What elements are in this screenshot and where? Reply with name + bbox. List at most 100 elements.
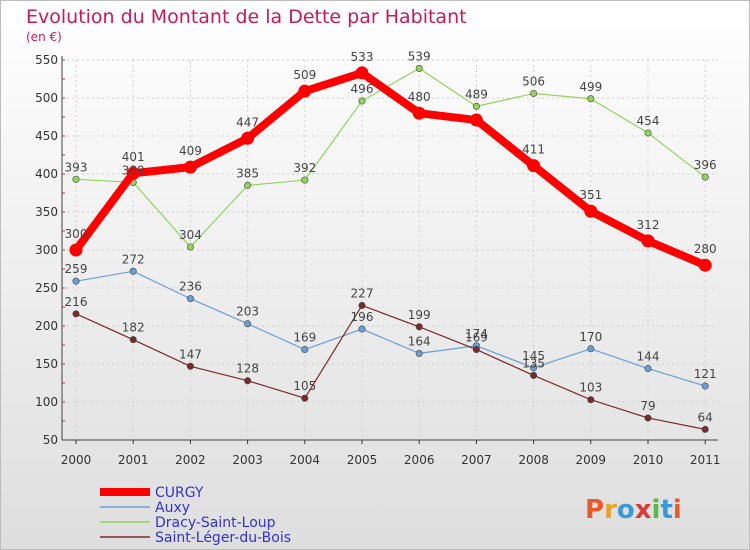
data-point [186,295,194,303]
data-point [358,97,366,105]
data-point [587,396,595,404]
data-label: 135 [522,356,545,370]
data-point [530,89,538,97]
series-dracy-saint-loup [72,64,709,251]
data-label: 227 [351,286,374,300]
y-tick-label: 250 [35,281,58,295]
logo-letter: r [604,495,617,525]
data-label: 300 [65,227,88,241]
data-label: 385 [236,166,259,180]
data-point [469,113,483,127]
data-point [415,349,423,357]
data-point [355,66,369,80]
y-tick-label: 200 [35,319,58,333]
data-label: 539 [408,49,431,63]
data-label: 236 [179,280,202,294]
data-label: 506 [522,74,545,88]
data-point [72,175,80,183]
data-point [72,277,80,285]
data-point [241,131,255,145]
data-point [244,181,252,189]
data-point [644,129,652,137]
y-tick-label: 300 [35,243,58,257]
chart-title: Evolution du Montant de la Dette par Hab… [26,6,467,28]
data-point [186,362,194,370]
data-point [472,102,480,110]
x-tick-label: 2005 [347,453,378,467]
data-point [698,258,712,272]
x-tick-label: 2003 [232,453,263,467]
data-point [472,346,480,354]
logo-letter: t [660,495,672,525]
data-label: 533 [351,50,374,64]
x-tick-label: 2008 [518,453,549,467]
data-label: 496 [351,82,374,96]
data-label: 105 [293,379,316,393]
data-label: 103 [579,381,602,395]
y-tick-label: 500 [35,91,58,105]
data-point [587,345,595,353]
data-label: 259 [65,262,88,276]
data-point [186,243,194,251]
x-tick-label: 2000 [61,453,92,467]
data-point [298,84,312,98]
data-label: 147 [179,347,202,361]
data-point [129,336,137,344]
y-tick-label: 450 [35,129,58,143]
x-tick-label: 2009 [576,453,607,467]
x-tick-label: 2010 [633,453,664,467]
data-label: 401 [122,150,145,164]
data-label: 447 [236,115,259,129]
legend-label: Saint-Léger-du-Bois [155,530,291,546]
data-point [701,382,709,390]
legend-label: Auxy [155,500,190,516]
data-point [701,425,709,433]
data-point [527,159,541,173]
data-label: 182 [122,321,145,335]
data-point [244,377,252,385]
data-label: 392 [293,161,316,175]
data-label: 170 [579,330,602,344]
x-tick-label: 2001 [118,453,149,467]
series-line [75,270,706,387]
data-point [358,325,366,333]
data-labels: 259 272 236 203 169 196 164 174 145 170 144 121 393 3… [65,49,717,424]
data-label: 454 [637,114,660,128]
logo-text: Proxiti [585,495,682,525]
data-label: 411 [522,143,545,157]
data-point [72,310,80,318]
data-label: 396 [694,158,717,172]
data-point [126,166,140,180]
data-label: 216 [65,295,88,309]
proxiti-logo: Proxiti [585,495,682,525]
data-label: 489 [465,87,488,101]
data-label: 280 [694,242,717,256]
y-tick-label: 350 [35,205,58,219]
x-tick-label: 2011 [690,453,721,467]
data-label: 389 [122,163,145,177]
data-point [530,364,538,372]
data-point [415,64,423,72]
data-label: 174 [465,327,488,341]
logo-letter: i [652,495,661,525]
data-label: 121 [694,367,717,381]
data-label: 64 [698,410,713,424]
data-label: 499 [579,80,602,94]
data-label: 203 [236,305,259,319]
data-point [412,106,426,120]
axes: 50 100 150 200 250 300 350 400 450 500 550 2000 2001… [35,53,720,467]
data-label: 304 [179,228,202,242]
legend-label: Dracy-Saint-Loup [155,515,276,531]
data-label: 351 [579,188,602,202]
y-tick-label: 150 [35,357,58,371]
x-tick-label: 2004 [290,453,321,467]
data-point [587,95,595,103]
data-point [584,204,598,218]
series-group [69,64,712,433]
data-label: 196 [351,310,374,324]
data-label: 164 [408,334,431,348]
series-saint-l-ger-du-bois [72,301,709,433]
data-point [183,160,197,174]
data-label: 393 [65,160,88,174]
